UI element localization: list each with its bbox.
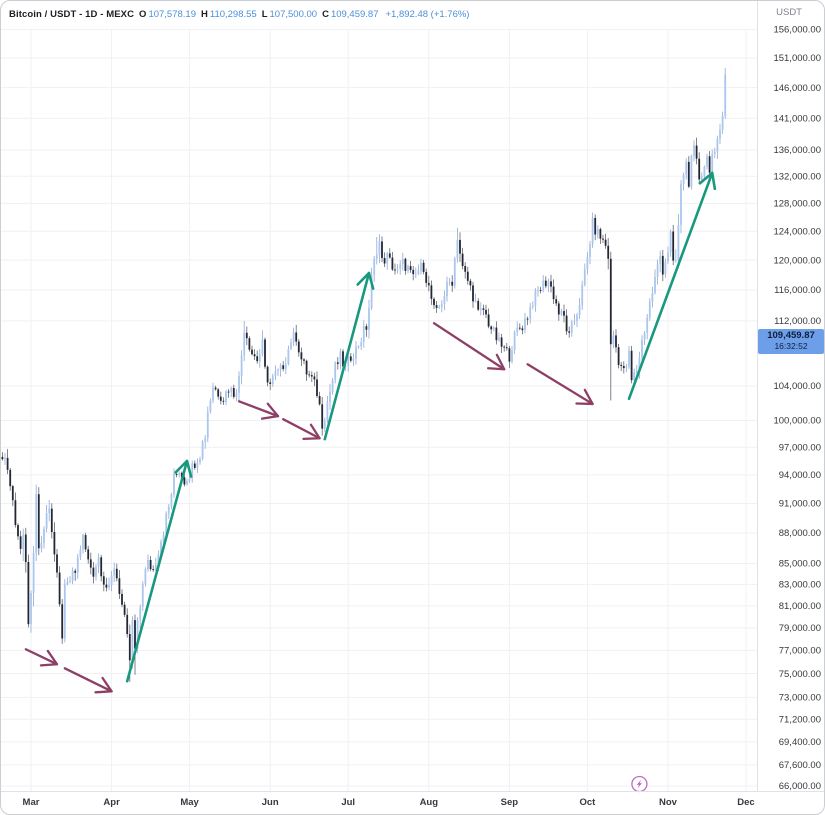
x-axis-label: Oct bbox=[579, 797, 596, 808]
x-axis-label: Apr bbox=[103, 797, 120, 808]
open-label: O bbox=[139, 8, 147, 20]
correction-arrow[interactable] bbox=[237, 400, 280, 420]
chart-legend: Bitcoin / USDT - 1D - MEXC O 107,578.19 … bbox=[9, 7, 469, 21]
high-label: H bbox=[200, 8, 208, 20]
time-axis[interactable]: Mar Apr May Jun Jul Aug Sep Oct Nov Dec bbox=[23, 797, 755, 808]
low-label: L bbox=[261, 8, 268, 20]
correction-arrow[interactable] bbox=[282, 418, 321, 441]
y-axis-label: 141,000.00 bbox=[773, 113, 821, 124]
current-price-badge: 109,459.87 16:32:52 bbox=[758, 329, 824, 354]
y-axis-label: 66,000.00 bbox=[779, 781, 821, 792]
y-axis-label: 77,000.00 bbox=[779, 646, 821, 657]
x-axis-label: Nov bbox=[659, 797, 678, 808]
y-axis-label: 85,000.00 bbox=[779, 559, 821, 570]
quote-currency-label: USDT bbox=[776, 7, 802, 18]
y-axis-label: 104,000.00 bbox=[773, 381, 821, 392]
close-label: C bbox=[322, 8, 329, 20]
lightning-icon[interactable] bbox=[631, 775, 648, 793]
x-axis-label: May bbox=[180, 797, 199, 808]
x-axis-label: Aug bbox=[420, 797, 439, 808]
y-axis-label: 124,000.00 bbox=[773, 226, 821, 237]
y-axis-label: 116,000.00 bbox=[774, 285, 821, 296]
correction-arrow[interactable] bbox=[526, 363, 594, 406]
x-axis-label: Jun bbox=[262, 797, 279, 808]
x-axis-label: Sep bbox=[501, 797, 519, 808]
y-axis-label: 73,000.00 bbox=[779, 693, 821, 704]
correction-arrow[interactable] bbox=[432, 322, 506, 371]
uptrend-arrow[interactable] bbox=[125, 459, 193, 683]
y-axis-label: 100,000.00 bbox=[773, 416, 821, 427]
trend-arrows[interactable] bbox=[24, 171, 717, 694]
symbol-title[interactable]: Bitcoin / USDT - 1D - MEXC bbox=[9, 8, 135, 20]
x-axis-label: Dec bbox=[737, 797, 754, 808]
y-axis-label: 97,000.00 bbox=[779, 442, 821, 453]
candles bbox=[1, 67, 727, 682]
y-axis-label: 132,000.00 bbox=[773, 171, 821, 182]
y-axis-label: 91,000.00 bbox=[779, 499, 821, 510]
y-axis-label: 83,000.00 bbox=[779, 580, 821, 591]
y-axis-label: 94,000.00 bbox=[779, 470, 821, 481]
grid-lines bbox=[1, 28, 757, 791]
y-axis-label: 156,000.00 bbox=[773, 25, 821, 36]
current-price: 109,459.87 bbox=[767, 329, 815, 341]
uptrend-arrow[interactable] bbox=[627, 171, 717, 401]
countdown-timer: 16:32:52 bbox=[774, 340, 808, 351]
close-value: 109,459.87 bbox=[330, 8, 379, 20]
x-axis-label: Jul bbox=[341, 797, 355, 808]
y-axis-label: 151,000.00 bbox=[773, 53, 821, 64]
high-value: 110,298.55 bbox=[209, 8, 257, 20]
y-axis-label: 71,200.00 bbox=[779, 714, 821, 725]
price-axis[interactable]: 156,000.00 151,000.00 146,000.00 141,000.00… bbox=[773, 25, 821, 793]
uptrend-arrow[interactable] bbox=[323, 271, 375, 441]
correction-arrow[interactable] bbox=[63, 667, 113, 694]
y-axis-label: 67,600.00 bbox=[779, 760, 821, 771]
axis-separators bbox=[1, 1, 824, 792]
y-axis-label: 88,000.00 bbox=[779, 528, 821, 539]
y-axis-label: 81,000.00 bbox=[779, 601, 821, 612]
y-axis-label: 79,000.00 bbox=[779, 623, 821, 634]
correction-arrow[interactable] bbox=[24, 648, 59, 667]
low-value: 107,500.00 bbox=[269, 8, 318, 20]
y-axis-label: 75,000.00 bbox=[779, 669, 821, 680]
y-axis-label: 69,400.00 bbox=[779, 737, 821, 748]
y-axis-label: 146,000.00 bbox=[773, 83, 821, 94]
y-axis-label: 112,000.00 bbox=[774, 316, 821, 327]
y-axis-label: 120,000.00 bbox=[773, 255, 821, 266]
open-value: 107,578.19 bbox=[148, 8, 196, 20]
change-value: +1,892.48 (+1.76%) bbox=[385, 8, 470, 20]
y-axis-label: 136,000.00 bbox=[773, 145, 821, 156]
x-axis-label: Mar bbox=[23, 797, 40, 808]
y-axis-label: 128,000.00 bbox=[773, 199, 821, 210]
